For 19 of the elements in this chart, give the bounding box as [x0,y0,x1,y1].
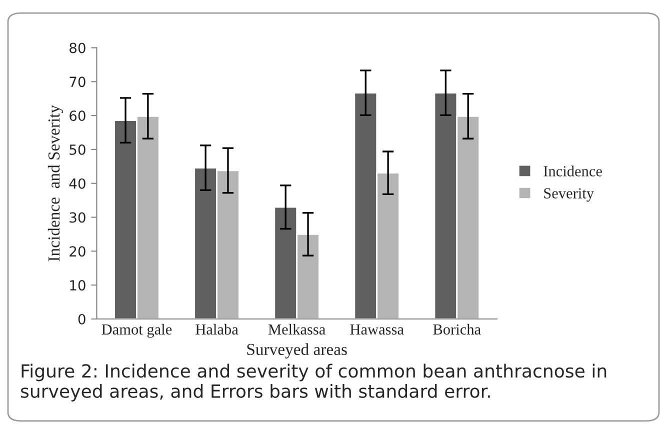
x-tick-label: Boricha [433,324,481,335]
y-tick-label: 60 [70,110,86,122]
x-tick-label: Halaba [196,324,238,335]
y-tick-label: 50 [70,144,86,155]
x-tick-label: Hawassa [350,324,404,335]
y-tick-label: 40 [69,178,86,189]
legend-label: Severity [544,188,594,202]
y-tick-label: 70 [70,76,86,88]
y-tick-label: 0 [78,314,86,324]
caption: Figure 2: Incidence and severity of common bean anthracnose in surveyed areas, and Errors bars with standard error. [20,364,606,402]
y-tick-label: 10 [70,280,86,291]
legend-label: Incidence [544,166,602,176]
x-axis-title: Surveyed areas [247,343,347,358]
y-tick-label: 20 [70,246,86,257]
y-tick-label: 30 [70,212,86,223]
y-tick-label: 80 [70,42,86,54]
x-tick-label: Damot gale [102,324,172,338]
x-tick-label: Melkassa [268,324,326,335]
y-axis-title: Incidence and Severity [48,104,64,262]
